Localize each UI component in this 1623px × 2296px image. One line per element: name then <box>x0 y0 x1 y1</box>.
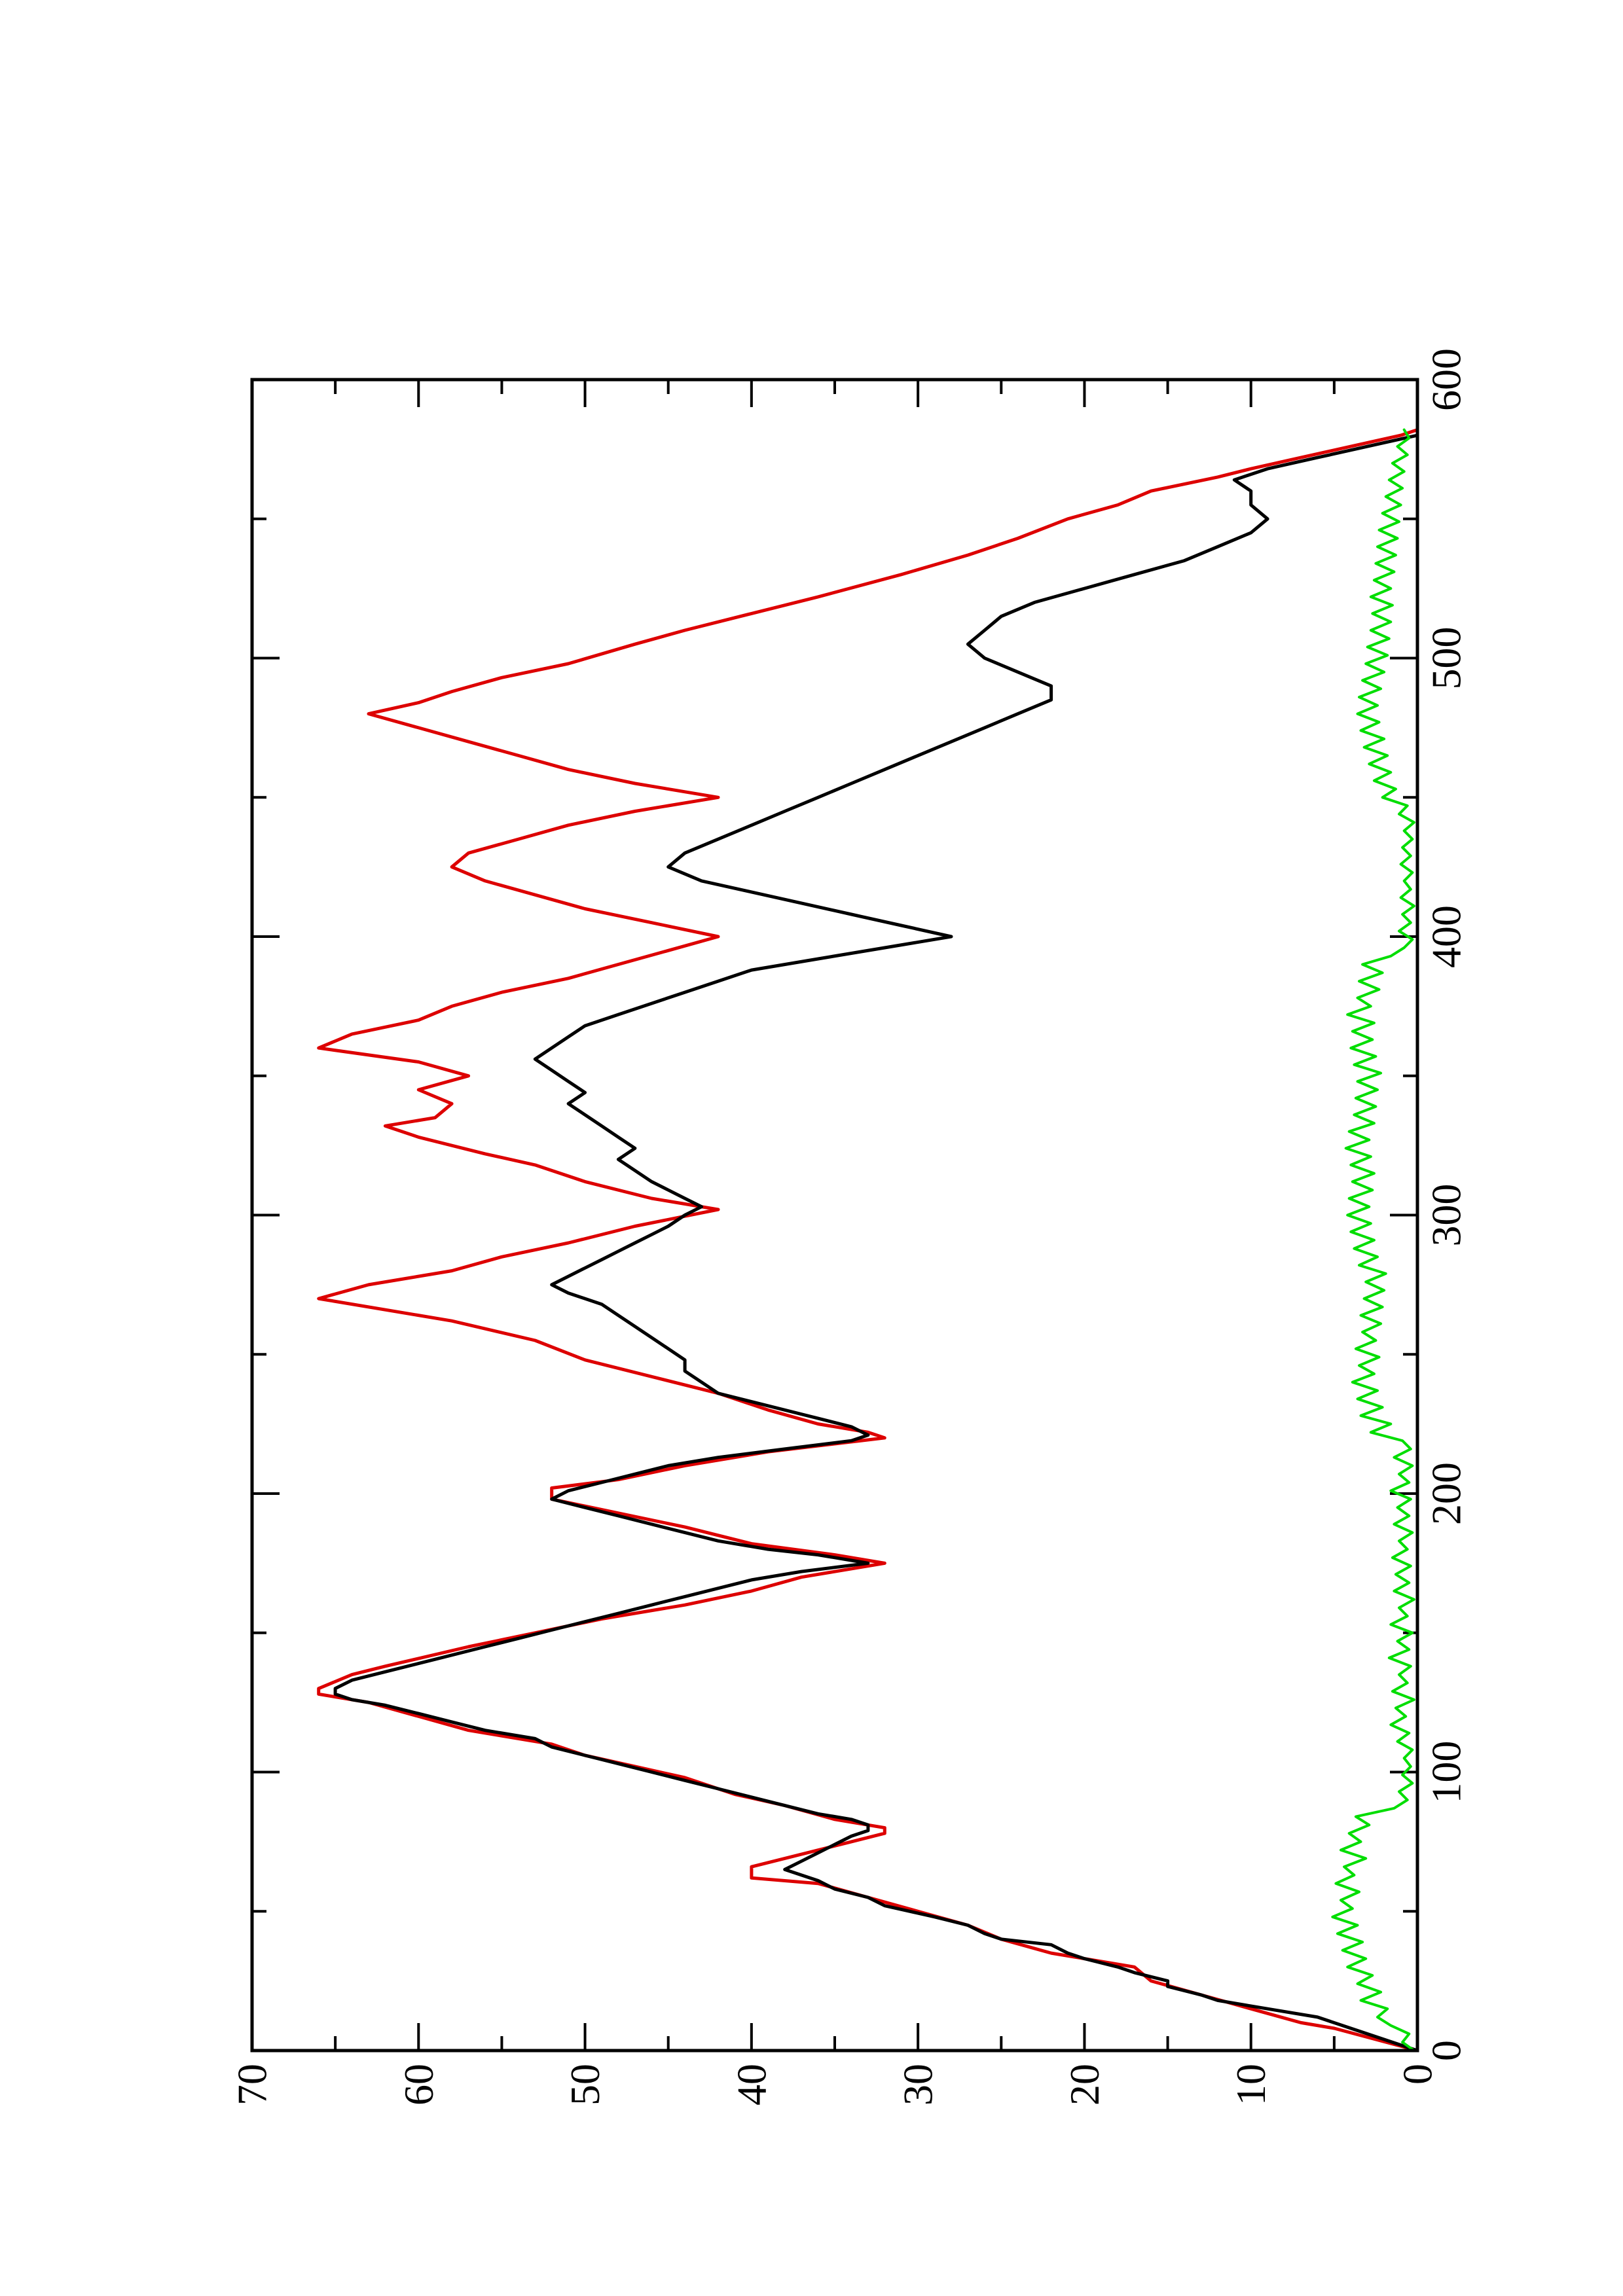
x-tick-label: 300 <box>1423 1184 1470 1247</box>
x-tick-label: 600 <box>1423 348 1470 411</box>
y-tick-label: 70 <box>229 2064 276 2106</box>
y-tick-label: 0 <box>1395 2064 1441 2085</box>
y-tick-label: 30 <box>895 2064 941 2106</box>
series-line-3 <box>1331 428 1415 2052</box>
x-tick-label: 0 <box>1423 2040 1470 2061</box>
x-tick-label: 400 <box>1423 905 1470 968</box>
y-tick-label: 60 <box>395 2064 442 2106</box>
y-tick-label: 20 <box>1061 2064 1108 2106</box>
y-tick-label: 10 <box>1228 2064 1274 2106</box>
y-tick-label: 40 <box>728 2064 775 2106</box>
y-tick-label: 50 <box>562 2064 608 2106</box>
series-layer <box>317 428 1419 2053</box>
plot-area-frame <box>250 378 1419 2053</box>
x-tick-label: 200 <box>1423 1462 1470 1525</box>
x-tick-label: 500 <box>1423 627 1470 690</box>
series-line-2 <box>333 433 1419 2053</box>
x-tick-label: 100 <box>1423 1741 1470 1804</box>
tick-labels: 0 100 200 300 400 500 600 0 10 20 30 40 50 60 70 <box>229 348 1470 2106</box>
